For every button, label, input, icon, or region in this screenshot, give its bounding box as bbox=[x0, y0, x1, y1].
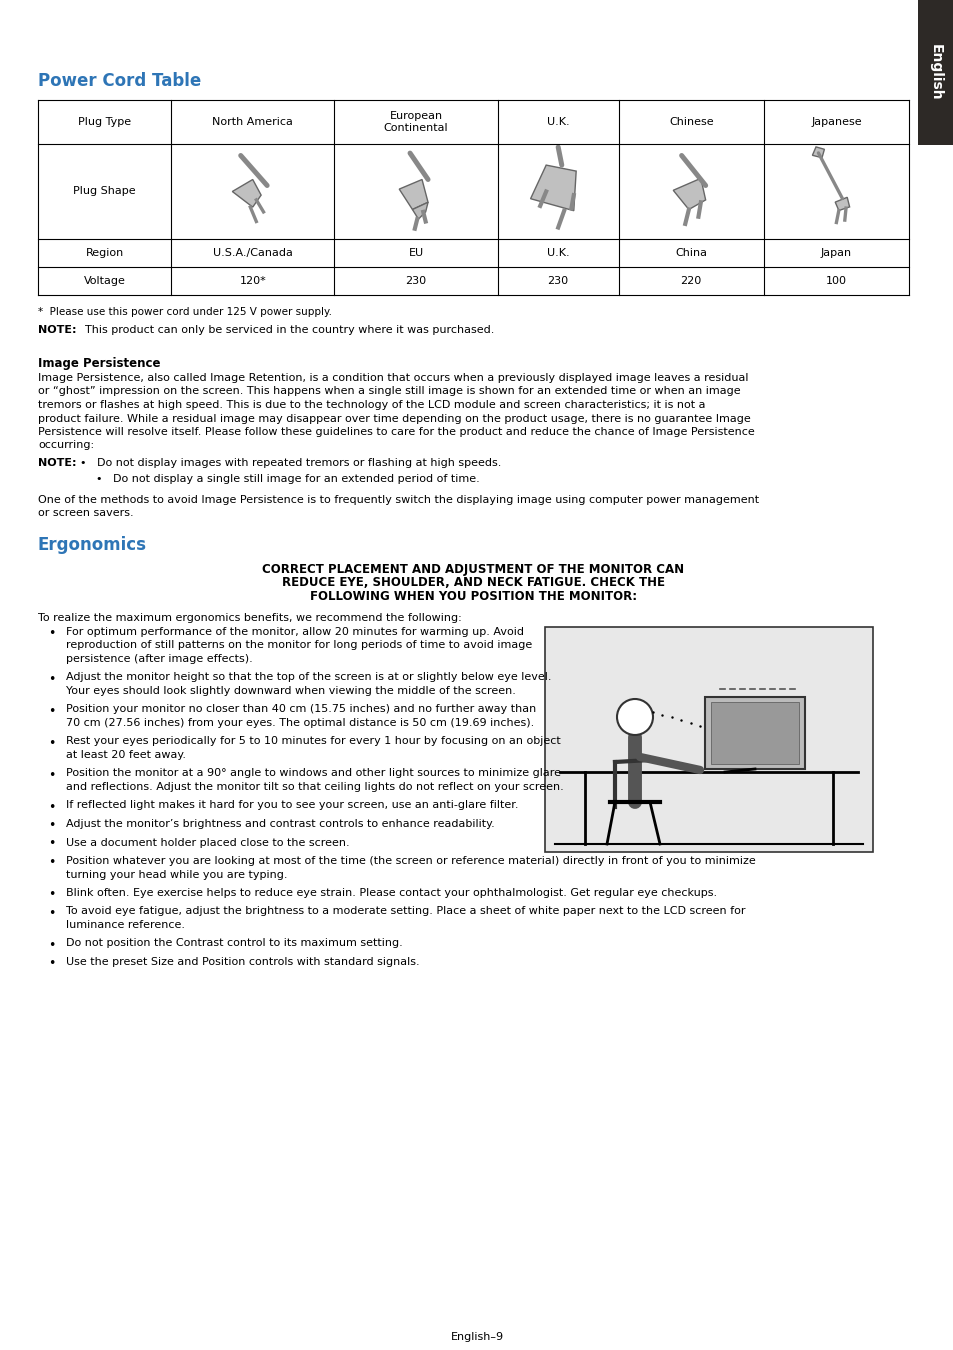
Polygon shape bbox=[673, 178, 705, 209]
Text: •: • bbox=[48, 888, 55, 900]
Text: Region: Region bbox=[86, 248, 124, 258]
Text: NOTE:: NOTE: bbox=[38, 458, 76, 468]
Text: •: • bbox=[48, 705, 55, 717]
Text: To realize the maximum ergonomics benefits, we recommend the following:: To realize the maximum ergonomics benefi… bbox=[38, 613, 461, 622]
Text: To avoid eye fatigue, adjust the brightness to a moderate setting. Place a sheet: To avoid eye fatigue, adjust the brightn… bbox=[66, 906, 744, 917]
Text: and reflections. Adjust the monitor tilt so that ceiling lights do not reflect o: and reflections. Adjust the monitor tilt… bbox=[66, 782, 563, 792]
Text: EU: EU bbox=[408, 248, 423, 258]
Bar bbox=[917, 0, 953, 144]
Text: North America: North America bbox=[213, 117, 293, 127]
Polygon shape bbox=[530, 165, 576, 211]
Text: U.K.: U.K. bbox=[546, 248, 569, 258]
Text: or “ghost” impression on the screen. This happens when a single still image is s: or “ghost” impression on the screen. Thi… bbox=[38, 386, 740, 397]
Text: Blink often. Eye exercise helps to reduce eye strain. Please contact your ophtha: Blink often. Eye exercise helps to reduc… bbox=[66, 888, 717, 898]
Text: NOTE:: NOTE: bbox=[38, 325, 76, 335]
Text: 70 cm (27.56 inches) from your eyes. The optimal distance is 50 cm (19.69 inches: 70 cm (27.56 inches) from your eyes. The… bbox=[66, 718, 534, 728]
Text: Image Persistence: Image Persistence bbox=[38, 356, 160, 370]
Text: •: • bbox=[48, 626, 55, 640]
Text: English–9: English–9 bbox=[450, 1332, 503, 1342]
Text: 230: 230 bbox=[405, 275, 426, 286]
Circle shape bbox=[617, 699, 652, 734]
Text: •: • bbox=[48, 957, 55, 971]
Polygon shape bbox=[233, 180, 261, 207]
Text: •: • bbox=[48, 737, 55, 749]
Text: tremors or flashes at high speed. This is due to the technology of the LCD modul: tremors or flashes at high speed. This i… bbox=[38, 400, 705, 410]
Text: 220: 220 bbox=[679, 275, 701, 286]
Text: Your eyes should look slightly downward when viewing the middle of the screen.: Your eyes should look slightly downward … bbox=[66, 686, 516, 697]
Bar bbox=[704, 697, 804, 770]
Text: FOLLOWING WHEN YOU POSITION THE MONITOR:: FOLLOWING WHEN YOU POSITION THE MONITOR: bbox=[310, 590, 637, 602]
Text: Japan: Japan bbox=[820, 248, 851, 258]
Text: turning your head while you are typing.: turning your head while you are typing. bbox=[66, 869, 287, 879]
Text: •   Do not display a single still image for an extended period of time.: • Do not display a single still image fo… bbox=[96, 474, 479, 485]
Text: CORRECT PLACEMENT AND ADJUSTMENT OF THE MONITOR CAN: CORRECT PLACEMENT AND ADJUSTMENT OF THE … bbox=[262, 563, 684, 575]
Polygon shape bbox=[812, 147, 823, 158]
Polygon shape bbox=[834, 197, 849, 211]
Text: luminance reference.: luminance reference. bbox=[66, 919, 185, 930]
Polygon shape bbox=[412, 202, 428, 219]
Text: One of the methods to avoid Image Persistence is to frequently switch the displa: One of the methods to avoid Image Persis… bbox=[38, 495, 759, 505]
Text: Adjust the monitor’s brightness and contrast controls to enhance readability.: Adjust the monitor’s brightness and cont… bbox=[66, 819, 495, 829]
Text: Use a document holder placed close to the screen.: Use a document holder placed close to th… bbox=[66, 837, 349, 848]
Text: reproduction of still patterns on the monitor for long periods of time to avoid : reproduction of still patterns on the mo… bbox=[66, 640, 532, 651]
Text: Do not position the Contrast control to its maximum setting.: Do not position the Contrast control to … bbox=[66, 938, 402, 949]
Text: or screen savers.: or screen savers. bbox=[38, 509, 133, 518]
Text: If reflected light makes it hard for you to see your screen, use an anti-glare f: If reflected light makes it hard for you… bbox=[66, 801, 518, 810]
Text: Adjust the monitor height so that the top of the screen is at or slightly below : Adjust the monitor height so that the to… bbox=[66, 672, 551, 683]
Text: Position the monitor at a 90° angle to windows and other light sources to minimi: Position the monitor at a 90° angle to w… bbox=[66, 768, 560, 779]
Text: Rest your eyes periodically for 5 to 10 minutes for every 1 hour by focusing on : Rest your eyes periodically for 5 to 10 … bbox=[66, 737, 560, 747]
Text: China: China bbox=[675, 248, 706, 258]
Text: Use the preset Size and Position controls with standard signals.: Use the preset Size and Position control… bbox=[66, 957, 419, 967]
Text: U.K.: U.K. bbox=[546, 117, 569, 127]
Text: •: • bbox=[48, 672, 55, 686]
Text: •: • bbox=[48, 801, 55, 814]
Text: Persistence will resolve itself. Please follow these guidelines to care for the : Persistence will resolve itself. Please … bbox=[38, 427, 754, 437]
Text: persistence (after image effects).: persistence (after image effects). bbox=[66, 653, 253, 664]
Text: product failure. While a residual image may disappear over time depending on the: product failure. While a residual image … bbox=[38, 413, 750, 424]
Text: 100: 100 bbox=[825, 275, 846, 286]
Text: 120*: 120* bbox=[239, 275, 266, 286]
Text: •: • bbox=[48, 938, 55, 952]
Text: REDUCE EYE, SHOULDER, AND NECK FATIGUE. CHECK THE: REDUCE EYE, SHOULDER, AND NECK FATIGUE. … bbox=[282, 576, 664, 589]
Text: Voltage: Voltage bbox=[84, 275, 126, 286]
Text: Position your monitor no closer than 40 cm (15.75 inches) and no further away th: Position your monitor no closer than 40 … bbox=[66, 705, 536, 714]
Text: •: • bbox=[48, 906, 55, 919]
Text: Ergonomics: Ergonomics bbox=[38, 536, 147, 555]
Text: •   Do not display images with repeated tremors or flashing at high speeds.: • Do not display images with repeated tr… bbox=[80, 458, 501, 468]
Text: •: • bbox=[48, 768, 55, 782]
Bar bbox=[544, 626, 872, 852]
Text: Plug Shape: Plug Shape bbox=[73, 186, 135, 197]
Text: occurring:: occurring: bbox=[38, 440, 94, 451]
Text: U.S.A./Canada: U.S.A./Canada bbox=[213, 248, 293, 258]
Text: Position whatever you are looking at most of the time (the screen or reference m: Position whatever you are looking at mos… bbox=[66, 856, 755, 865]
Text: European
Continental: European Continental bbox=[383, 111, 448, 132]
Polygon shape bbox=[398, 180, 428, 209]
Text: Power Cord Table: Power Cord Table bbox=[38, 72, 201, 90]
Text: Chinese: Chinese bbox=[668, 117, 713, 127]
Text: *  Please use this power cord under 125 V power supply.: * Please use this power cord under 125 V… bbox=[38, 306, 332, 317]
Text: at least 20 feet away.: at least 20 feet away. bbox=[66, 751, 186, 760]
Text: •: • bbox=[48, 856, 55, 869]
Text: •: • bbox=[48, 837, 55, 850]
Text: Japanese: Japanese bbox=[810, 117, 861, 127]
Text: 230: 230 bbox=[547, 275, 568, 286]
Text: •: • bbox=[48, 819, 55, 832]
Text: This product can only be serviced in the country where it was purchased.: This product can only be serviced in the… bbox=[78, 325, 494, 335]
Text: For optimum performance of the monitor, allow 20 minutes for warming up. Avoid: For optimum performance of the monitor, … bbox=[66, 626, 523, 637]
Bar bbox=[710, 702, 799, 764]
Text: Image Persistence, also called Image Retention, is a condition that occurs when : Image Persistence, also called Image Ret… bbox=[38, 373, 748, 383]
Text: Plug Type: Plug Type bbox=[78, 117, 131, 127]
Text: English: English bbox=[928, 45, 942, 101]
